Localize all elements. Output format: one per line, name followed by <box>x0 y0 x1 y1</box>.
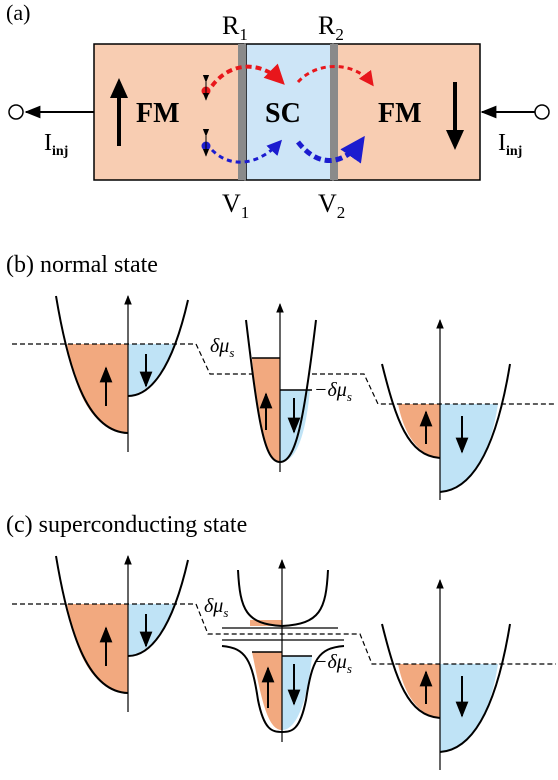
r1-label: R1 <box>222 11 248 44</box>
c-mid-upper-dos-curve <box>237 569 329 628</box>
panel-b-normal-state: (b) normal state δμs −δμs <box>6 252 556 500</box>
magnetization-down-arrow-icon <box>446 82 464 150</box>
spin-down-flow-arrow-1 <box>210 139 283 164</box>
c-right-down-band <box>440 664 498 752</box>
c-left-up-parabola <box>55 555 129 694</box>
spin-up-flow-arrow-1 <box>210 63 285 88</box>
b-right-up-parabola <box>381 363 441 459</box>
c-right-down-parabola <box>439 623 511 753</box>
c-dmu-minus-label: −δμs <box>314 651 352 676</box>
b-left-up-band <box>67 344 128 433</box>
v1-label: V1 <box>222 189 249 222</box>
sc-text: SC <box>265 98 301 129</box>
right-terminal-icon <box>534 104 550 120</box>
panel-c-label: (c) superconducting state <box>6 512 247 538</box>
barrier-left <box>238 44 246 180</box>
i-inj-left-label: Iinj <box>44 130 68 159</box>
panel-c-superconducting-state: (c) superconducting state δμs <box>6 512 556 770</box>
c-chemical-potential-line <box>12 603 556 665</box>
panel-a-label: (a) <box>6 0 30 25</box>
i-inj-right-label: Iinj <box>498 130 522 159</box>
v2-label: V2 <box>318 189 345 222</box>
magnetization-up-arrow-icon <box>110 78 128 146</box>
fm-left-text: FM <box>136 98 180 129</box>
spin-down-flow-arrow-2 <box>296 135 365 164</box>
panel-b-label: (b) normal state <box>6 252 158 278</box>
fm-right-text: FM <box>378 98 422 129</box>
b-left-down-band <box>128 344 174 396</box>
c-dmu-plus-label: δμs <box>204 595 228 620</box>
spin-up-flow-arrow-2 <box>296 65 374 87</box>
panel-a-device: (a) FM SC FM R1 R2 V1 V2 <box>6 0 550 222</box>
b-right-down-parabola <box>439 363 511 493</box>
b-chemical-potential-line <box>12 343 556 405</box>
r2-label: R2 <box>318 11 344 44</box>
b-dmu-plus-label: δμs <box>210 335 234 360</box>
b-dmu-minus-label: −δμs <box>314 379 352 404</box>
barrier-right <box>330 44 338 180</box>
b-right-down-band <box>440 404 498 492</box>
c-right-up-parabola <box>381 623 441 719</box>
c-left-down-band <box>128 604 174 656</box>
c-left-up-band <box>67 604 128 693</box>
b-left-up-parabola <box>55 295 129 434</box>
c-left-down-parabola <box>127 559 189 657</box>
left-terminal-icon <box>8 104 24 120</box>
b-left-down-parabola <box>127 299 189 397</box>
